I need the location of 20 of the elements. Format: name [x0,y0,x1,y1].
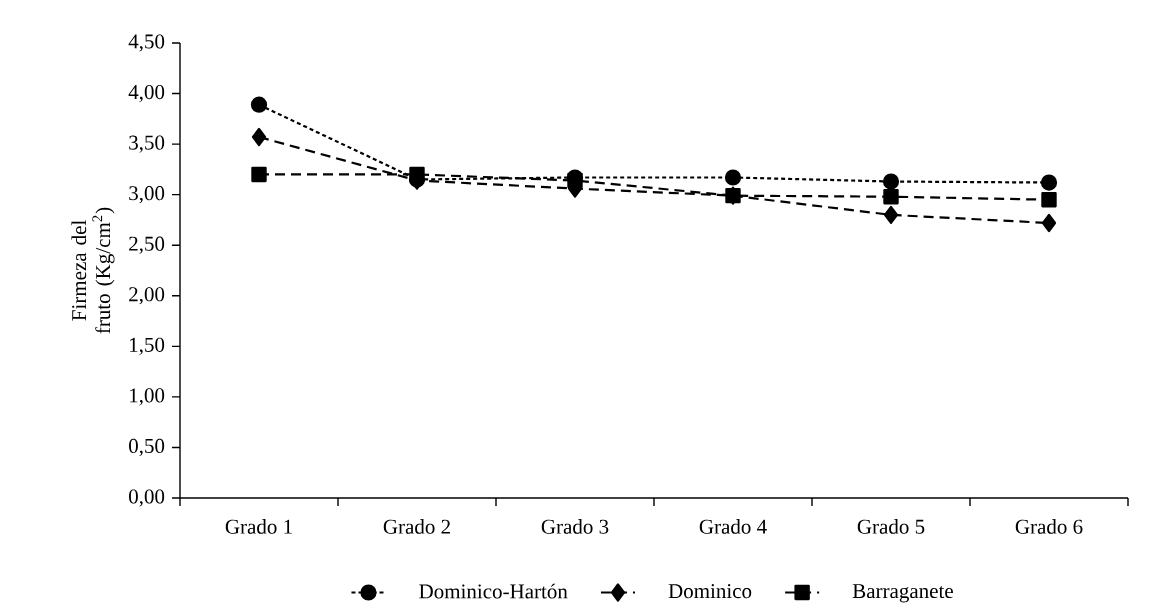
legend-label: Dominico-Hartón [419,583,568,599]
x-tick-label: Grado 6 [1015,519,1083,534]
y-tick-label: 3,00 [129,186,165,204]
x-tick-label: Grado 1 [225,519,292,534]
x-tick-label: Grado 3 [541,519,609,534]
y-tick-label: 1,50 [130,337,165,355]
y-axis-title: Firmeza del fruto (Kg/cm$^{2}$) [71,207,115,334]
legend-label: Dominico [668,584,752,599]
legend-label: Barraganete [852,584,953,603]
x-tick-label: Grado 5 [857,519,925,534]
x-tick-label: Grado 4 [699,519,767,534]
y-tick-label: 2,00 [129,287,165,305]
y-tick-label: 0,00 [129,489,165,507]
y-tick-label: 0,50 [129,438,165,457]
y-tick-label: 3,50 [129,135,165,153]
y-tick-label: 2,50 [129,236,165,254]
x-tick-label: Grado 2 [383,519,450,534]
y-tick-label: 1,00 [130,388,165,406]
y-tick-label: 4,50 [128,34,165,52]
y-tick-label: 4,00 [128,84,165,103]
